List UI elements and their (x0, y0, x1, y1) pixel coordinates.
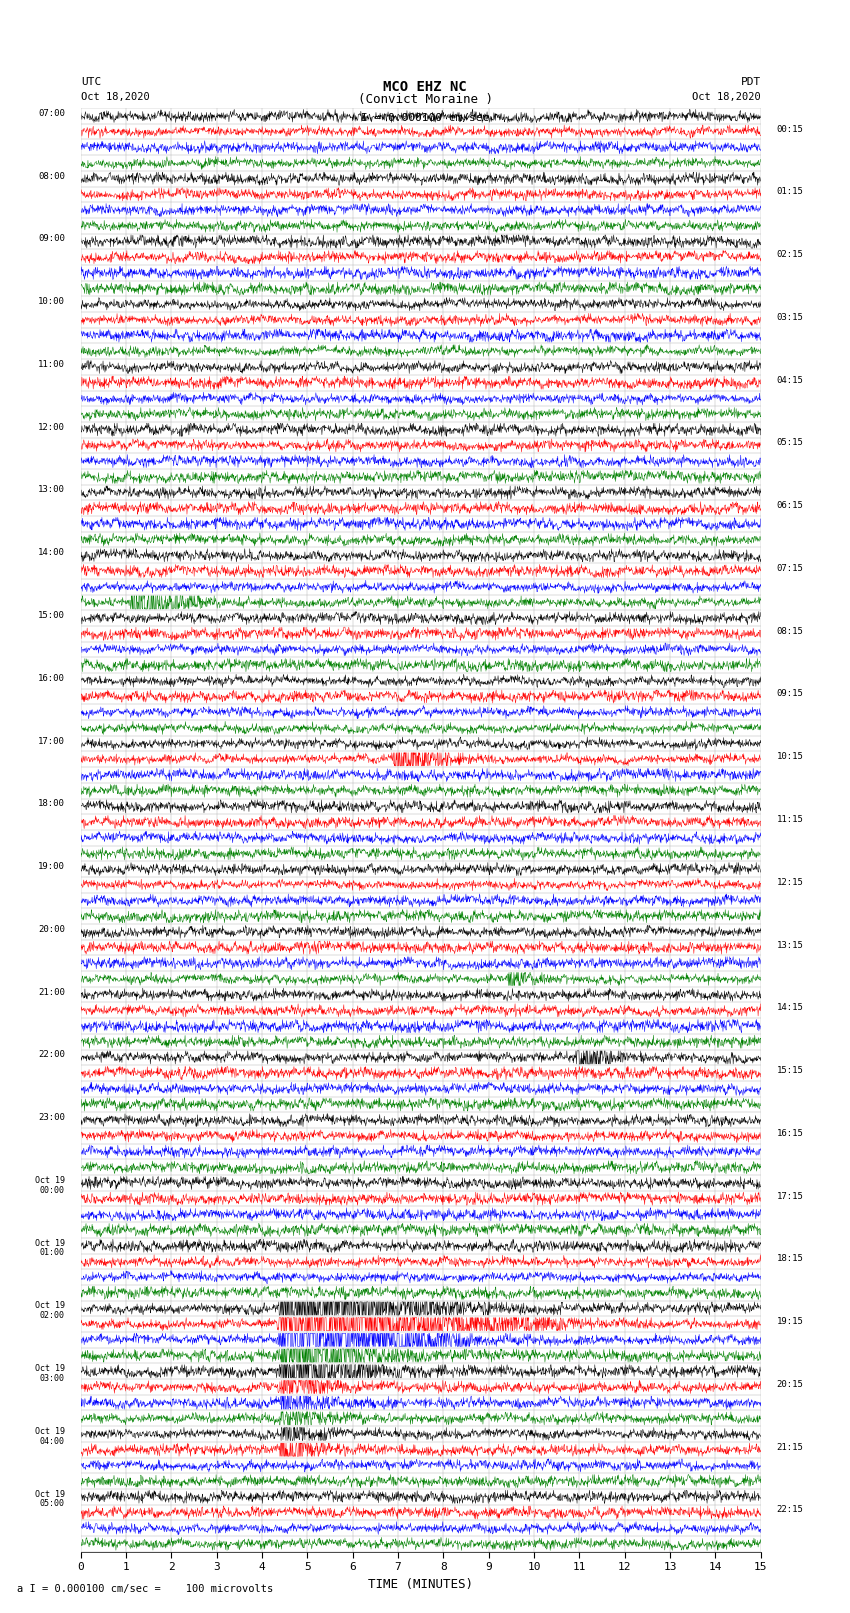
Text: 22:00: 22:00 (38, 1050, 65, 1060)
Text: 05:15: 05:15 (777, 439, 803, 447)
Text: 17:15: 17:15 (777, 1192, 803, 1200)
Text: I = 0.000100 cm/sec: I = 0.000100 cm/sec (361, 113, 489, 123)
Text: 15:15: 15:15 (777, 1066, 803, 1074)
Text: 13:15: 13:15 (777, 940, 803, 950)
Text: 01:15: 01:15 (777, 187, 803, 197)
Text: 10:15: 10:15 (777, 752, 803, 761)
Text: 20:15: 20:15 (777, 1379, 803, 1389)
Text: (Convict Moraine ): (Convict Moraine ) (358, 94, 492, 106)
Text: 14:00: 14:00 (38, 548, 65, 556)
Text: 11:00: 11:00 (38, 360, 65, 369)
Text: 17:00: 17:00 (38, 737, 65, 745)
Text: 18:00: 18:00 (38, 800, 65, 808)
Text: 19:15: 19:15 (777, 1318, 803, 1326)
Text: Oct 19
01:00: Oct 19 01:00 (35, 1239, 65, 1258)
Text: 08:15: 08:15 (777, 627, 803, 636)
Text: 19:00: 19:00 (38, 861, 65, 871)
Text: 03:15: 03:15 (777, 313, 803, 323)
Text: a I = 0.000100 cm/sec =    100 microvolts: a I = 0.000100 cm/sec = 100 microvolts (17, 1584, 273, 1594)
Text: 04:15: 04:15 (777, 376, 803, 384)
Text: 09:00: 09:00 (38, 234, 65, 244)
Text: 15:00: 15:00 (38, 611, 65, 619)
Text: Oct 19
04:00: Oct 19 04:00 (35, 1428, 65, 1445)
Text: 20:00: 20:00 (38, 924, 65, 934)
Text: MCO EHZ NC: MCO EHZ NC (383, 79, 467, 94)
Text: 13:00: 13:00 (38, 486, 65, 495)
Text: 21:00: 21:00 (38, 987, 65, 997)
Text: 18:15: 18:15 (777, 1255, 803, 1263)
Text: 16:00: 16:00 (38, 674, 65, 682)
Text: Oct 18,2020: Oct 18,2020 (81, 92, 150, 102)
Text: 07:00: 07:00 (38, 108, 65, 118)
Text: 14:15: 14:15 (777, 1003, 803, 1013)
Text: Oct 19
05:00: Oct 19 05:00 (35, 1490, 65, 1508)
Text: Oct 19
03:00: Oct 19 03:00 (35, 1365, 65, 1382)
Text: 02:15: 02:15 (777, 250, 803, 260)
Text: PDT: PDT (740, 77, 761, 87)
X-axis label: TIME (MINUTES): TIME (MINUTES) (368, 1578, 473, 1590)
Text: 09:15: 09:15 (777, 689, 803, 698)
Text: 10:00: 10:00 (38, 297, 65, 306)
Text: 06:15: 06:15 (777, 502, 803, 510)
Text: 00:15: 00:15 (777, 124, 803, 134)
Text: 12:15: 12:15 (777, 877, 803, 887)
Text: 12:00: 12:00 (38, 423, 65, 432)
Text: UTC: UTC (81, 77, 101, 87)
Text: Oct 19
00:00: Oct 19 00:00 (35, 1176, 65, 1195)
Text: Oct 18,2020: Oct 18,2020 (692, 92, 761, 102)
Text: 23:00: 23:00 (38, 1113, 65, 1123)
Text: 21:15: 21:15 (777, 1442, 803, 1452)
Text: 08:00: 08:00 (38, 171, 65, 181)
Text: 16:15: 16:15 (777, 1129, 803, 1137)
Text: 22:15: 22:15 (777, 1505, 803, 1515)
Text: 11:15: 11:15 (777, 815, 803, 824)
Text: Oct 19
02:00: Oct 19 02:00 (35, 1302, 65, 1319)
Text: 07:15: 07:15 (777, 565, 803, 573)
